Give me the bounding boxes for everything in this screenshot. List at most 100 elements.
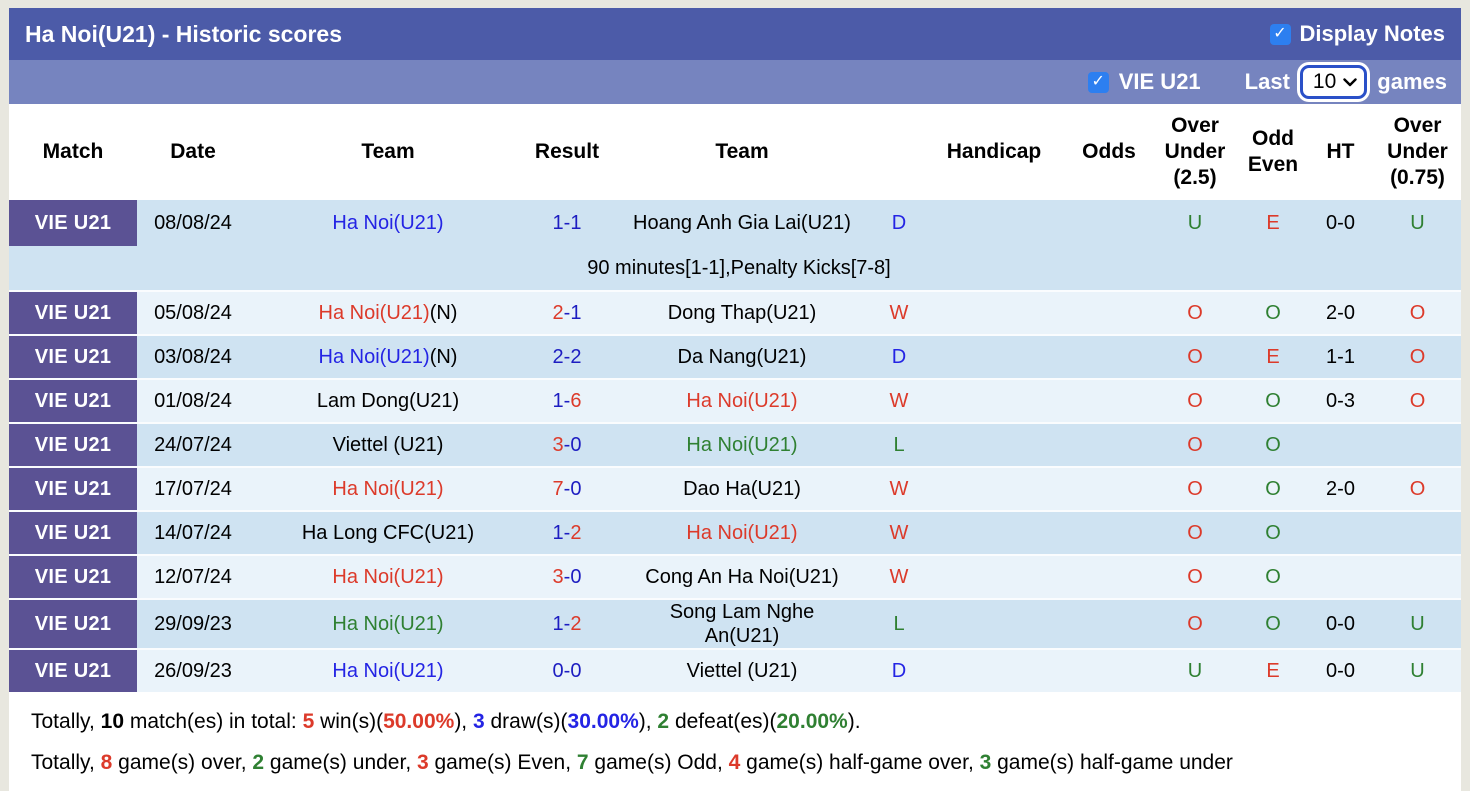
match-badge[interactable]: VIE U21 (9, 650, 137, 692)
match-badge[interactable]: VIE U21 (9, 468, 137, 510)
away-team-cell: Dong Thap(U21) (607, 292, 877, 334)
table-header-row: Match Date Team Result Team Handicap Odds Over … (9, 104, 1461, 200)
wdl-cell: L (893, 612, 905, 635)
table-row: VIE U21 03/08/24 Ha Noi(U21) (N) 2-2 Da N… (9, 334, 1461, 378)
home-score: 0 (552, 659, 564, 682)
ht-cell: 1-1 (1326, 345, 1355, 368)
match-badge[interactable]: VIE U21 (9, 556, 137, 598)
handicap-cell (921, 512, 1067, 554)
home-team-suffix: (N) (429, 345, 458, 368)
filter-bar: VIE U21 Last 10 games (9, 60, 1461, 104)
score-dash: - (563, 612, 571, 635)
match-badge[interactable]: VIE U21 (9, 200, 137, 246)
away-score: 0 (570, 659, 582, 682)
summary-line: Totally, 8 game(s) over, 2 game(s) under… (9, 743, 1461, 784)
ht-cell: 2-0 (1326, 477, 1355, 500)
title-bar: Ha Noi(U21) - Historic scores Display No… (9, 8, 1461, 60)
display-notes-checkbox[interactable] (1269, 23, 1291, 45)
over-under-25-cell: O (1187, 433, 1203, 456)
away-team[interactable]: Song Lam Nghe An(U21) (669, 601, 815, 647)
ht-cell (1307, 424, 1374, 466)
handicap-cell (921, 650, 1067, 692)
home-team-cell: Viettel (U21) (249, 424, 527, 466)
summary-segment: ). (847, 710, 861, 733)
wdl-cell: W (889, 477, 909, 500)
wdl-cell: W (889, 301, 909, 324)
match-badge[interactable]: VIE U21 (9, 336, 137, 378)
date-cell: 24/07/24 (154, 433, 232, 456)
odds-cell (1067, 292, 1151, 334)
date-cell: 14/07/24 (154, 521, 232, 544)
table-row: VIE U21 01/08/24 Lam Dong(U21) 1-6 Ha No… (9, 378, 1461, 422)
games-label: games (1377, 69, 1447, 94)
home-team[interactable]: Ha Noi(U21) (332, 566, 444, 588)
wdl-cell: D (891, 659, 907, 682)
away-team[interactable]: Ha Noi(U21) (686, 522, 798, 544)
column-header: Odd Even (1247, 126, 1299, 176)
odd-even-cell: O (1265, 301, 1281, 324)
wdl-cell: D (891, 211, 907, 234)
home-team[interactable]: Ha Noi(U21) (318, 346, 430, 368)
away-team[interactable]: Da Nang(U21) (677, 346, 807, 368)
match-badge[interactable]: VIE U21 (9, 424, 137, 466)
over-under-075-cell (1374, 512, 1461, 554)
summary-segment: defeat(es)( (669, 710, 777, 733)
table-row: VIE U21 24/07/24 Viettel (U21) 3-0 Ha No… (9, 422, 1461, 466)
away-team[interactable]: Cong An Ha Noi(U21) (645, 566, 839, 588)
result-cell: 2-2 (527, 336, 607, 378)
odd-even-cell: E (1266, 345, 1280, 368)
team-filter-checkbox[interactable] (1087, 71, 1109, 93)
match-badge[interactable]: VIE U21 (9, 512, 137, 554)
games-count-select[interactable]: 10 (1299, 65, 1368, 99)
away-team[interactable]: Ha Noi(U21) (686, 434, 798, 456)
table-body: VIE U21 08/08/24 Ha Noi(U21) 1-1 Hoang A… (9, 200, 1461, 692)
column-header: Odds (1082, 139, 1136, 163)
date-cell: 12/07/24 (154, 565, 232, 588)
summary-segment: 7 (576, 750, 589, 774)
wdl-cell: L (893, 433, 905, 456)
home-team[interactable]: Viettel (U21) (332, 434, 444, 456)
match-badge[interactable]: VIE U21 (9, 600, 137, 648)
away-team[interactable]: Dong Thap(U21) (667, 302, 817, 324)
home-team[interactable]: Ha Noi(U21) (332, 660, 444, 682)
score-dash: - (563, 433, 571, 456)
score-dash: - (563, 345, 571, 368)
match-badge[interactable]: VIE U21 (9, 292, 137, 334)
away-team-cell: Song Lam Nghe An(U21) (607, 600, 877, 648)
home-team-cell: Ha Noi(U21) (249, 200, 527, 246)
away-team[interactable]: Ha Noi(U21) (686, 390, 798, 412)
handicap-cell (921, 200, 1067, 246)
result-cell: 7-0 (527, 468, 607, 510)
table-row: VIE U21 12/07/24 Ha Noi(U21) 3-0 Cong An… (9, 554, 1461, 598)
over-under-25-cell: U (1187, 211, 1203, 234)
summary-segment: game(s) Odd, (588, 750, 729, 774)
date-cell: 17/07/24 (154, 477, 232, 500)
away-team[interactable]: Dao Ha(U21) (683, 478, 801, 500)
ht-cell: 0-0 (1326, 659, 1355, 682)
home-team[interactable]: Ha Long CFC(U21) (301, 522, 475, 544)
match-badge[interactable]: VIE U21 (9, 380, 137, 422)
home-team[interactable]: Ha Noi(U21) (332, 613, 444, 635)
away-team-cell: Ha Noi(U21) (607, 512, 877, 554)
date-cell: 05/08/24 (154, 301, 232, 324)
home-team[interactable]: Lam Dong(U21) (316, 390, 460, 412)
over-under-25-cell: O (1187, 389, 1203, 412)
summary-segment: draw(s)( (484, 710, 568, 733)
odd-even-cell: O (1265, 433, 1281, 456)
ht-cell: 2-0 (1326, 301, 1355, 324)
summary-segment: 8 (100, 750, 113, 774)
summary-segment: 3 (472, 710, 485, 733)
over-under-25-cell: O (1187, 345, 1203, 368)
away-team[interactable]: Viettel (U21) (686, 660, 798, 682)
over-under-075-cell: O (1409, 301, 1426, 324)
summary-segment: game(s) half-game over, (740, 750, 980, 774)
table-row: VIE U21 14/07/24 Ha Long CFC(U21) 1-2 Ha… (9, 510, 1461, 554)
odds-cell (1067, 556, 1151, 598)
result-cell: 2-1 (527, 292, 607, 334)
home-team-cell: Ha Long CFC(U21) (249, 512, 527, 554)
home-team[interactable]: Ha Noi(U21) (318, 302, 430, 324)
date-cell: 26/09/23 (154, 659, 232, 682)
home-team[interactable]: Ha Noi(U21) (332, 212, 444, 234)
away-team[interactable]: Hoang Anh Gia Lai(U21) (633, 212, 851, 234)
home-team[interactable]: Ha Noi(U21) (332, 478, 444, 500)
